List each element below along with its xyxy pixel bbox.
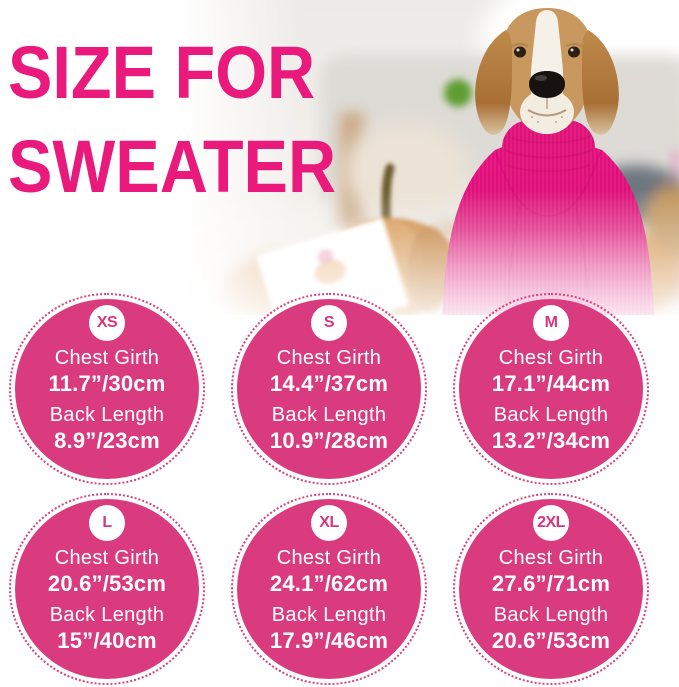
size-circle-s: S Chest Girth 14.4”/37cm Back Length 10.… [231,293,427,485]
sweater-collar [502,120,595,180]
back-length-label: Back Length [49,404,165,426]
back-length-value: 20.6”/53cm [491,628,611,653]
chest-girth-value: 20.6”/53cm [47,571,167,596]
chest-girth-label: Chest Girth [276,347,382,369]
chest-girth-label: Chest Girth [276,547,382,569]
size-circle-2xl: 2XL Chest Girth 27.6”/71cm Back Length 2… [453,493,649,685]
chest-girth-value: 14.4”/37cm [269,371,389,396]
chest-girth-value: 11.7”/30cm [48,371,166,396]
title-line-2: SWEATER [8,125,337,208]
chest-girth-label: Chest Girth [498,347,604,369]
back-length-label: Back Length [49,604,165,626]
size-badge-s: S [311,305,347,341]
size-circle-xl: XL Chest Girth 24.1”/62cm Back Length 17… [231,493,427,685]
back-length-value: 10.9”/28cm [269,428,389,453]
back-length-value: 17.9”/46cm [269,628,389,653]
size-badge-xs: XS [89,305,125,341]
back-length-value: 8.9”/23cm [54,428,160,453]
chest-girth-label: Chest Girth [54,547,160,569]
size-circle-xs: XS Chest Girth 11.7”/30cm Back Length 8.… [9,293,205,485]
size-circle-m: M Chest Girth 17.1”/44cm Back Length 13.… [453,293,649,485]
dog-nose [529,71,565,98]
dog-ear-left [475,30,513,135]
chest-girth-value: 27.6”/71cm [491,571,611,596]
dog-ear-right [581,30,619,135]
chest-girth-value: 17.1”/44cm [491,371,611,396]
back-length-label: Back Length [271,404,387,426]
dog-head [475,8,619,135]
size-badge-m: M [533,305,569,341]
size-badge-l: L [89,505,125,541]
page-title: SIZE FOR SWEATER [8,26,336,214]
size-badge-xl: XL [311,505,347,541]
size-grid: XS Chest Girth 11.7”/30cm Back Length 8.… [0,289,662,687]
chest-girth-value: 24.1”/62cm [269,571,389,596]
back-length-value: 13.2”/34cm [491,428,611,453]
dog-eyes [511,43,583,58]
size-circle-l: L Chest Girth 20.6”/53cm Back Length 15”… [9,493,205,685]
back-length-label: Back Length [271,604,387,626]
back-length-value: 15”/40cm [57,628,157,653]
chest-girth-label: Chest Girth [54,347,160,369]
green-ball [444,79,472,107]
back-length-label: Back Length [493,604,609,626]
chest-girth-label: Chest Girth [498,547,604,569]
title-line-1: SIZE FOR [8,31,316,114]
size-badge-2xl: 2XL [533,505,569,541]
back-length-label: Back Length [493,404,609,426]
